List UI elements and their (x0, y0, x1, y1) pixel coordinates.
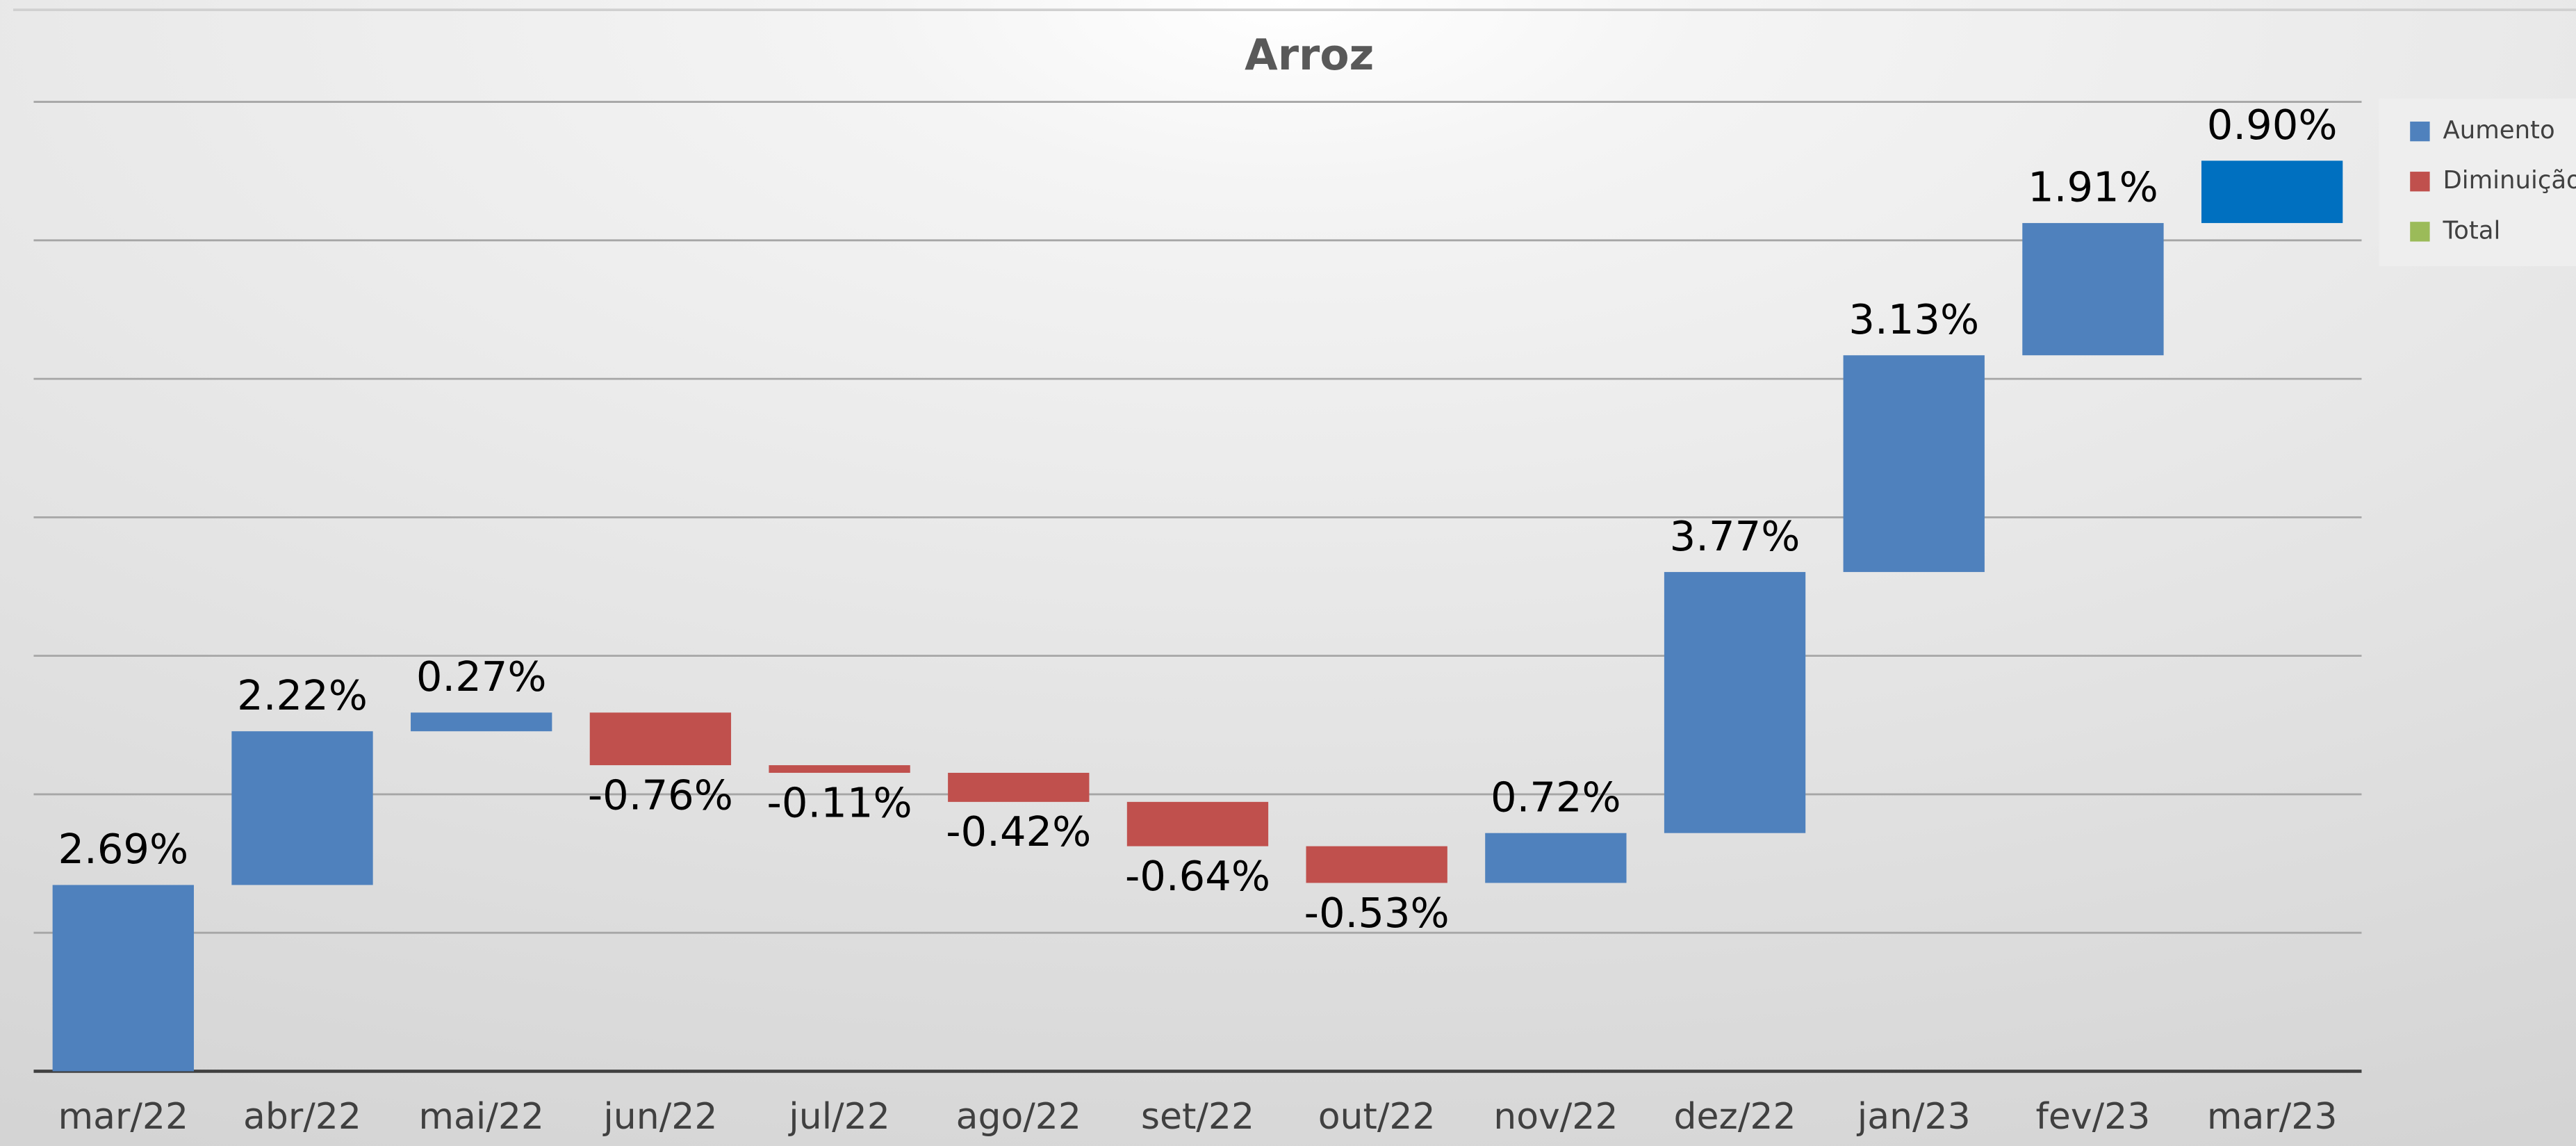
legend-label: Diminuição (2443, 166, 2576, 195)
data-label: 3.77% (1670, 512, 1800, 560)
x-tick-label: dez/22 (1674, 1096, 1796, 1138)
bar (948, 773, 1090, 802)
x-tick-label: abr/22 (243, 1096, 361, 1138)
bar (1843, 355, 1985, 573)
x-tick-label: fev/23 (2036, 1096, 2151, 1138)
data-label: -0.11% (767, 778, 912, 826)
x-tick-label: mar/23 (2207, 1096, 2338, 1138)
bar (2201, 161, 2343, 223)
x-tick-label: set/22 (1141, 1096, 1254, 1138)
data-label: -0.64% (1125, 852, 1270, 900)
data-label: 2.22% (237, 671, 368, 719)
chart-title: Arroz (1245, 31, 1374, 80)
bar (1485, 833, 1627, 883)
x-tick-label: jun/22 (602, 1096, 717, 1138)
x-tick-label: mar/22 (58, 1096, 189, 1138)
data-label: 0.27% (416, 653, 547, 701)
data-label: -0.42% (946, 808, 1091, 856)
x-tick-label: jan/23 (1857, 1096, 1971, 1138)
bar (52, 885, 194, 1072)
x-tick-label: mai/22 (418, 1096, 544, 1138)
data-label: 1.91% (2028, 163, 2158, 211)
x-tick-label: out/22 (1318, 1096, 1436, 1138)
bar (2022, 222, 2164, 356)
bar (1306, 846, 1447, 883)
x-tick-label: nov/22 (1493, 1096, 1618, 1138)
legend-label: Aumento (2443, 116, 2555, 145)
bar (411, 712, 552, 732)
data-label: -0.76% (588, 771, 733, 819)
data-label: 0.90% (2207, 101, 2338, 149)
bar (1664, 572, 1806, 833)
legend-swatch (2410, 172, 2430, 192)
x-tick-label: jul/22 (788, 1096, 890, 1138)
data-label: -0.53% (1304, 889, 1450, 937)
bar (769, 765, 910, 773)
legend-swatch (2410, 222, 2430, 242)
data-label: 2.69% (58, 825, 188, 873)
bar (589, 712, 732, 766)
x-tick-label: ago/22 (956, 1096, 1081, 1138)
data-label: 3.13% (1848, 295, 1979, 343)
legend-swatch (2410, 121, 2430, 142)
bar (231, 731, 373, 885)
data-label: 0.72% (1491, 773, 1621, 821)
bar (1126, 801, 1269, 846)
legend-label: Total (2443, 216, 2501, 245)
